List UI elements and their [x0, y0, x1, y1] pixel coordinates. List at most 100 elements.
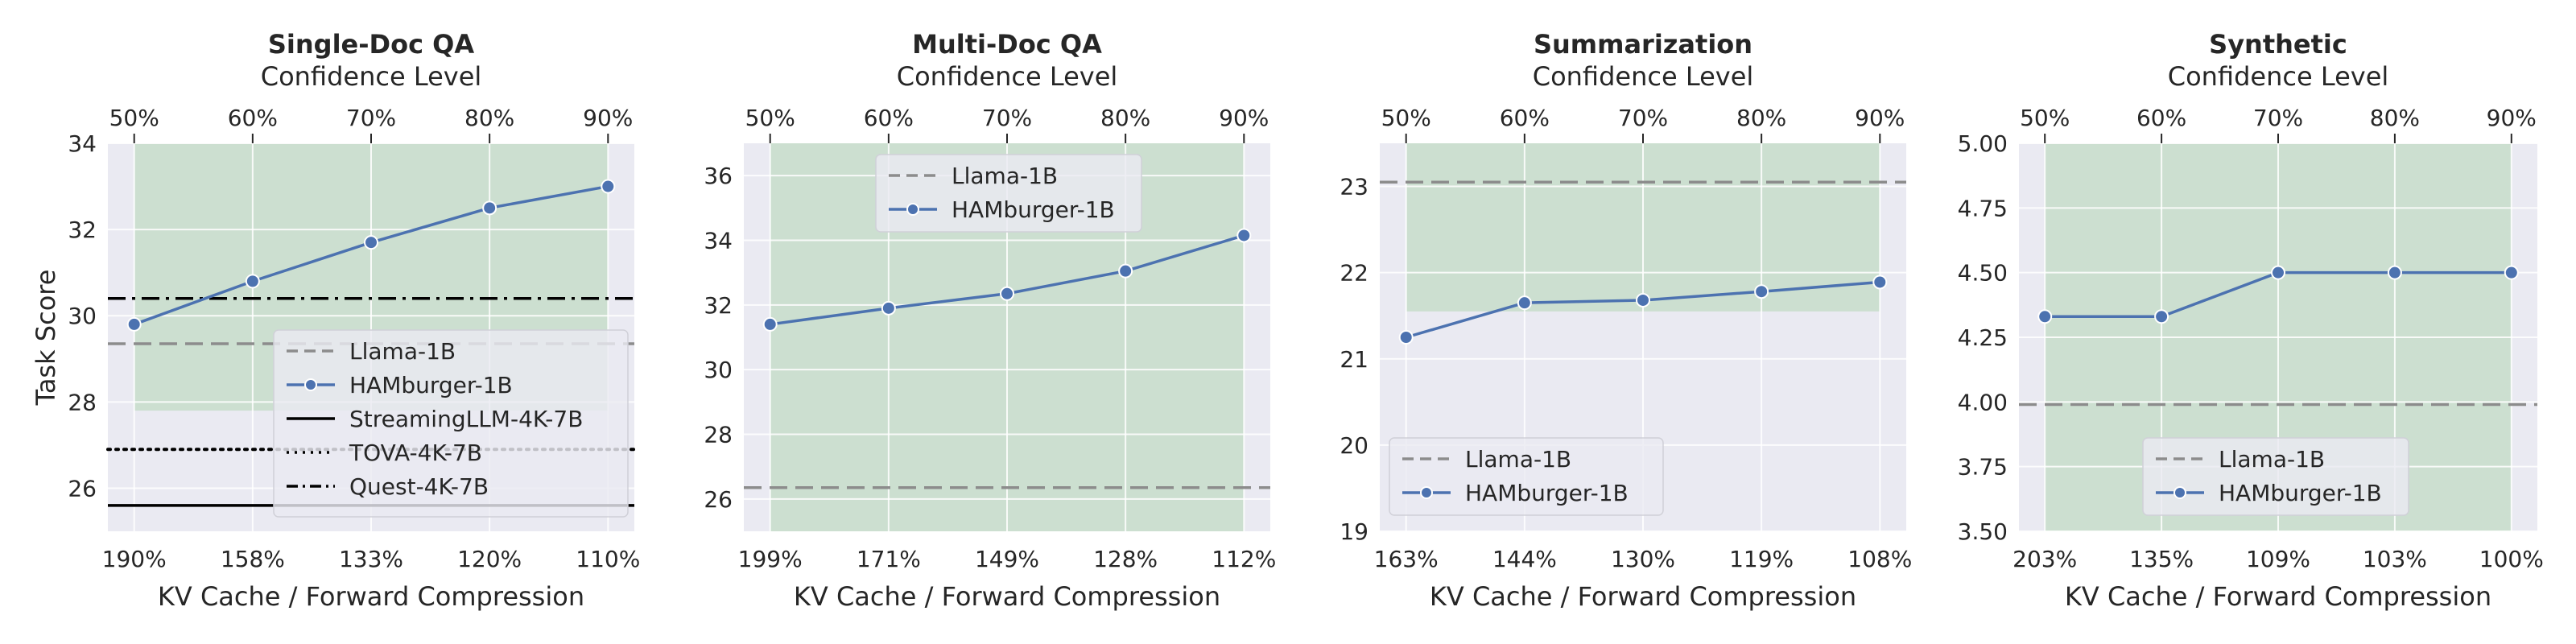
x-tick-label: 130%	[1611, 546, 1675, 572]
data-point	[601, 179, 616, 194]
x-tick-label: 120%	[457, 546, 522, 572]
legend: Llama-1B HAMburger-1B StreamingLLM-4K-7B TO…	[273, 329, 629, 518]
x2-axis-label: Confidence Level	[1533, 61, 1754, 92]
legend: Llama-1B HAMburger-1B	[1389, 437, 1664, 516]
top-tick-label: 60%	[1500, 105, 1550, 131]
legend-label: Llama-1B	[349, 338, 456, 365]
y-tick-label: 34	[68, 130, 97, 157]
data-point	[482, 200, 497, 216]
y-tick-label: 22	[1340, 260, 1368, 287]
legend-box	[273, 329, 629, 518]
data-point	[2037, 309, 2053, 324]
y-tick-label: 36	[704, 163, 733, 189]
top-tick-label: 70%	[982, 105, 1032, 131]
x-tick-label: 149%	[975, 546, 1039, 572]
top-tick-label: 70%	[346, 105, 396, 131]
x-tick-label: 135%	[2129, 546, 2194, 572]
legend-label: Llama-1B	[2219, 446, 2325, 473]
legend-box	[875, 154, 1142, 233]
top-tick-label: 70%	[1618, 105, 1668, 131]
x2-axis-label: Confidence Level	[261, 61, 482, 92]
y-tick-label: 30	[68, 303, 97, 329]
x-tick-label: 128%	[1093, 546, 1158, 572]
x-tick-label: 158%	[221, 546, 285, 572]
x-tick-label: 112%	[1212, 546, 1276, 572]
chart-title: Summarization	[1534, 29, 1752, 60]
top-tick-label: 50%	[1381, 105, 1431, 131]
x-tick-label: 203%	[2013, 546, 2077, 572]
legend-swatch-marker	[1420, 486, 1433, 499]
legend-label: HAMburger-1B	[952, 196, 1115, 223]
legend-label: TOVA-4K-7B	[349, 440, 482, 466]
x-tick-label: 109%	[2246, 546, 2310, 572]
legend-label: Quest-4K-7B	[349, 473, 489, 500]
data-point	[881, 300, 896, 316]
y-tick-label: 32	[704, 292, 733, 319]
top-tick-label: 90%	[583, 105, 633, 131]
x-axis-label: KV Cache / Forward Compression	[2065, 581, 2491, 612]
y-tick-label: 28	[704, 422, 733, 448]
data-point	[1398, 330, 1414, 345]
data-point	[364, 235, 378, 250]
top-tick-label: 80%	[464, 105, 514, 131]
x-tick-label: 100%	[2479, 546, 2544, 572]
data-point	[1517, 295, 1532, 311]
chart-0: 26 28 30 32 34 190% 158% 133% 120% 110% 50% 60% 70% 8…	[31, 29, 640, 612]
top-tick-label: 80%	[1736, 105, 1786, 131]
top-tick-label: 50%	[745, 105, 795, 131]
y-axis-label: Task Score	[31, 270, 61, 407]
legend-label: HAMburger-1B	[349, 372, 513, 398]
x-tick-label: 144%	[1492, 546, 1557, 572]
chart-3: 3.50 3.75 4.00 4.25 4.50 4.75 5.00 203% 135% 109%…	[1958, 29, 2544, 612]
data-point	[2387, 265, 2402, 280]
legend-label: HAMburger-1B	[2219, 480, 2382, 506]
y-tick-label: 3.50	[1958, 518, 2008, 545]
x-tick-label: 133%	[339, 546, 403, 572]
y-tick-label: 21	[1340, 346, 1368, 373]
top-tick-label: 90%	[1219, 105, 1269, 131]
y-tick-label: 34	[704, 228, 733, 254]
top-tick-label: 50%	[109, 105, 159, 131]
legend-box	[1389, 437, 1664, 516]
x-tick-label: 108%	[1847, 546, 1912, 572]
legend-box	[2142, 437, 2409, 516]
legend-swatch-marker	[2174, 486, 2186, 499]
y-tick-label: 5.00	[1958, 130, 2008, 157]
x-tick-label: 190%	[102, 546, 167, 572]
x-tick-label: 119%	[1729, 546, 1794, 572]
data-point	[2271, 265, 2285, 280]
legend-label: HAMburger-1B	[1465, 480, 1629, 506]
legend-swatch-marker	[304, 378, 317, 391]
chart-2: 19 20 21 22 23 163% 144% 130% 119% 108% 50% 60% 70% 8…	[1340, 29, 1912, 612]
top-tick-label: 80%	[1100, 105, 1150, 131]
data-point	[1872, 275, 1888, 290]
top-tick-label: 70%	[2253, 105, 2303, 131]
data-point	[1754, 284, 1769, 299]
y-tick-label: 4.00	[1958, 389, 2008, 415]
y-tick-label: 26	[68, 475, 97, 502]
legend: Llama-1B HAMburger-1B	[875, 154, 1142, 233]
x-axis-label: KV Cache / Forward Compression	[158, 581, 584, 612]
data-point	[1236, 228, 1252, 243]
x-tick-label: 103%	[2363, 546, 2427, 572]
legend-label: Llama-1B	[1465, 446, 1571, 473]
top-tick-label: 90%	[2487, 105, 2537, 131]
y-tick-label: 20	[1340, 432, 1368, 459]
y-tick-label: 19	[1340, 518, 1368, 545]
chart-title: Single-Doc QA	[268, 29, 475, 60]
chart-title: Synthetic	[2209, 29, 2347, 60]
data-point	[1636, 292, 1650, 308]
x2-axis-label: Confidence Level	[897, 61, 1118, 92]
y-tick-label: 4.75	[1958, 195, 2008, 221]
top-tick-label: 80%	[2370, 105, 2420, 131]
legend-swatch-marker	[906, 203, 919, 216]
x-tick-label: 110%	[576, 546, 640, 572]
y-tick-label: 30	[704, 357, 733, 383]
y-tick-label: 4.50	[1958, 260, 2008, 287]
chart-title: Multi-Doc QA	[912, 29, 1102, 60]
data-point	[2504, 265, 2519, 280]
data-point	[1118, 263, 1133, 279]
legend-label: StreamingLLM-4K-7B	[349, 406, 583, 432]
y-tick-label: 26	[704, 486, 733, 513]
data-point	[126, 316, 142, 332]
